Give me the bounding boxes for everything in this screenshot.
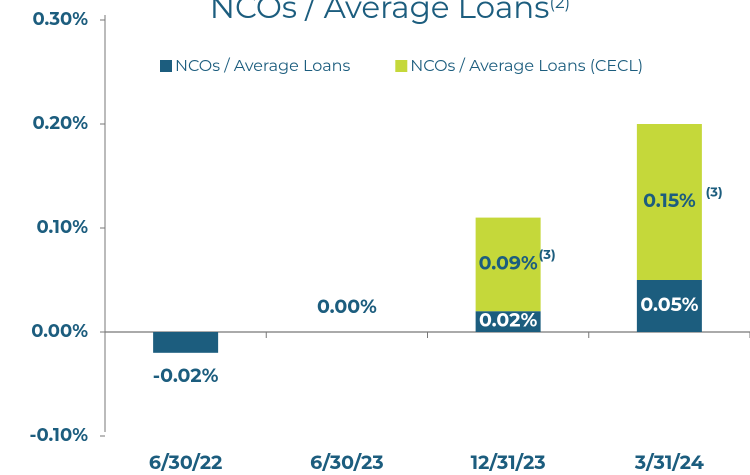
chart-title: NCOs / Average Loans(2) bbox=[210, 0, 570, 26]
legend-swatch bbox=[160, 60, 172, 72]
bar-segment bbox=[636, 124, 702, 280]
data-label: 0.15% bbox=[643, 189, 696, 212]
x-tick-label: 3/31/24 bbox=[634, 451, 704, 474]
data-label-note: (3) bbox=[706, 185, 723, 201]
title-note: (2) bbox=[549, 0, 570, 13]
bar-segment bbox=[153, 332, 219, 353]
x-tick-label: 12/31/23 bbox=[471, 451, 546, 474]
legend-label: NCOs / Average Loans bbox=[175, 57, 350, 76]
bar-segment bbox=[475, 311, 541, 332]
data-label: 0.09% bbox=[479, 252, 538, 275]
legend-label: NCOs / Average Loans (CECL) bbox=[410, 57, 643, 76]
y-tick-label: 0.20% bbox=[32, 112, 88, 134]
data-label: 0.00% bbox=[317, 295, 377, 318]
y-tick-label: 0.00% bbox=[31, 320, 88, 342]
x-tick-label: 6/30/23 bbox=[310, 451, 383, 474]
y-tick-label: -0.10% bbox=[30, 424, 89, 446]
bar-segment bbox=[636, 280, 702, 332]
data-label: 0.02% bbox=[479, 309, 538, 332]
data-label-note: (3) bbox=[539, 247, 556, 263]
y-tick-label: 0.10% bbox=[37, 216, 89, 238]
data-label: -0.02% bbox=[153, 364, 219, 387]
data-label: 0.05% bbox=[640, 293, 698, 316]
title-text: NCOs / Average Loans bbox=[210, 0, 550, 26]
y-tick-label: 0.30% bbox=[32, 8, 88, 30]
legend-swatch bbox=[395, 60, 408, 72]
x-tick-label: 6/30/22 bbox=[149, 451, 222, 474]
bar-segment bbox=[475, 217, 541, 312]
